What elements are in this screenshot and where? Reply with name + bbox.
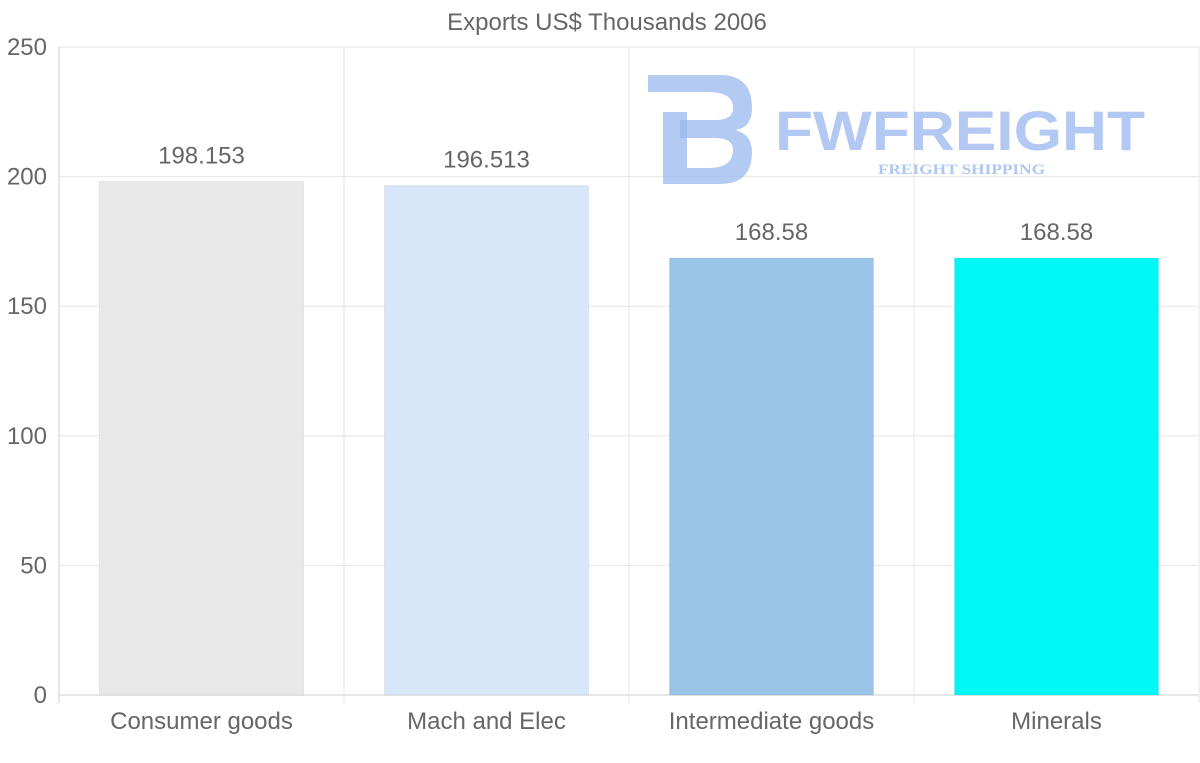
y-tick-label: 150 — [7, 293, 47, 320]
grid: 0 50 100 150 200 250 — [7, 34, 1200, 709]
y-tick-label: 0 — [34, 682, 47, 709]
bar — [384, 185, 589, 696]
x-tick-label: Mach and Elec — [407, 708, 566, 735]
bar-value-label: 198.153 — [158, 142, 245, 169]
y-tick-label: 50 — [20, 552, 47, 579]
bar-value-label: 168.58 — [1020, 219, 1093, 246]
y-tick-label: 250 — [7, 34, 47, 61]
bars: 198.153 Consumer goods 196.513 Mach and Ele… — [99, 142, 1159, 735]
bar-value-label: 168.58 — [735, 219, 808, 246]
chart-title: Exports US$ Thousands 2006 — [447, 9, 767, 36]
bar-value-label: 196.513 — [443, 147, 530, 174]
watermark-tagline: FREIGHT SHIPPING — [878, 162, 1045, 178]
x-tick-label: Intermediate goods — [669, 708, 874, 735]
x-tick-label: Consumer goods — [110, 708, 293, 735]
y-tick-label: 200 — [7, 164, 47, 191]
y-tick-label: 100 — [7, 423, 47, 450]
x-tick-label: Minerals — [1011, 708, 1102, 735]
watermark-brand: FWFREIGHT — [775, 99, 1145, 162]
fw-logo-icon — [648, 75, 752, 184]
watermark-logo: FWFREIGHT FREIGHT SHIPPING — [648, 75, 1145, 184]
bar — [669, 257, 874, 696]
bar — [99, 180, 304, 696]
bar — [954, 257, 1159, 696]
